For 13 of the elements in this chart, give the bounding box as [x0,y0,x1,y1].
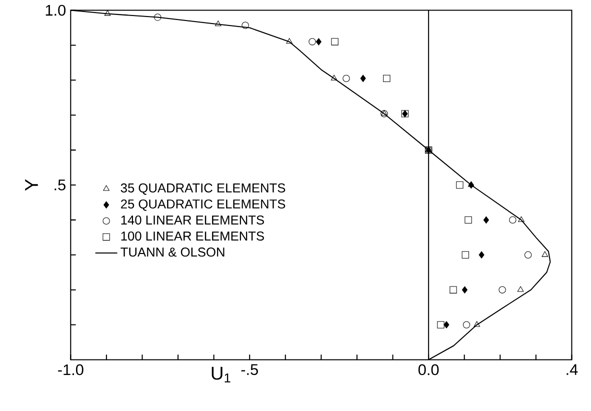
x-tick-label: 0.0 [418,364,439,376]
legend-label: TUANN & OLSON [120,248,224,257]
x-axis-title: U$_{1}$ [212,366,230,382]
x-tick-label: -.5 [241,364,258,375]
x-tick-label: .4 [566,364,578,375]
y-tick-label: 1.0 [46,4,66,16]
y-axis-title: Y [25,179,38,191]
legend-label: 100 LINEAR ELEMENTS [121,231,264,241]
legend-label: 25 QUADRATIC ELEMENTS [120,199,286,211]
x-tick-label: -1.0 [58,364,84,376]
legend-label: 140 LINEAR ELEMENTS [121,215,264,225]
legend-label: 35 QUADRATIC ELEMENTS [120,183,286,195]
y-tick-label: .5 [54,180,66,190]
